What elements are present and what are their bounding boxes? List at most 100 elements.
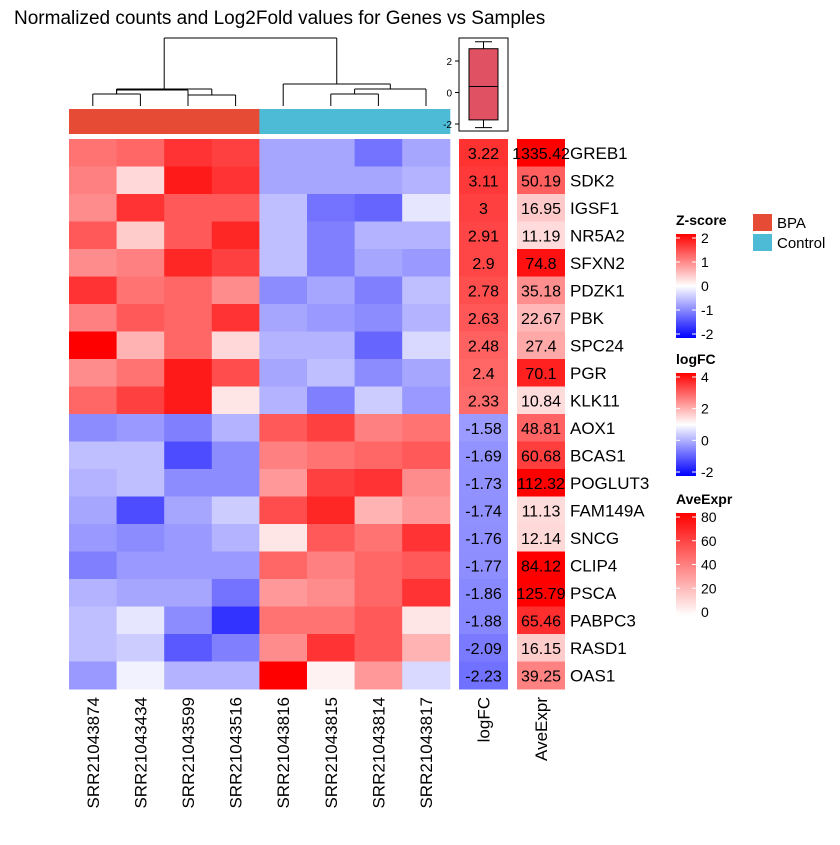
group-bar-cell <box>307 109 356 134</box>
heatmap-cell <box>164 166 213 195</box>
heatmap-cell <box>354 331 403 360</box>
logfc-tick-label: -2 <box>701 464 714 480</box>
heatmap-cell <box>164 661 213 690</box>
heatmap-cell <box>116 331 165 360</box>
logfc-tick-label: 0 <box>701 432 709 448</box>
heatmap-cell <box>116 249 165 277</box>
logfc-cell <box>459 249 508 277</box>
aveexpr-cell <box>517 634 565 662</box>
aveexpr-value: 11.19 <box>522 228 561 245</box>
aveexpr-cell <box>517 331 565 360</box>
logfc-cell <box>459 139 508 167</box>
heatmap-cell <box>307 414 356 442</box>
boxplot-box <box>468 48 499 121</box>
heatmap-cell <box>402 606 451 635</box>
heatmap-cell <box>402 441 451 470</box>
heatmap-cell <box>211 414 260 442</box>
heatmap-cell <box>116 441 165 470</box>
heatmap-cell <box>307 524 356 552</box>
heatmap-cell <box>307 386 356 415</box>
heatmap-cell <box>354 139 403 167</box>
heatmap-cell <box>164 579 213 607</box>
heatmap-cell <box>69 469 118 497</box>
heatmap-cell <box>259 579 308 607</box>
aveexpr-legend-title: AveExpr <box>676 491 733 507</box>
heatmap-cell <box>211 661 260 690</box>
logfc-cell <box>459 496 508 525</box>
heatmap-cell <box>307 304 356 332</box>
logfc-value: 2.91 <box>468 228 499 245</box>
logfc-cell <box>459 331 508 360</box>
gene-labels: GREB1 SDK2 IGSF1 NR5A2 SFXN2 PDZK1 PBK SPC24 PGR… <box>570 144 649 686</box>
logfc-cell <box>459 304 508 332</box>
heatmap-cell <box>116 221 165 250</box>
heatmap-cell <box>259 276 308 305</box>
gene-label: SDK2 <box>570 171 614 190</box>
heatmap-cell <box>164 634 213 662</box>
heatmap-cell <box>116 634 165 662</box>
aveexpr-tick-label: 60 <box>701 533 717 549</box>
heatmap-cell <box>354 166 403 195</box>
group-bar-cell <box>116 109 165 134</box>
logfc-legend-title: logFC <box>676 351 716 367</box>
gene-label: KLK11 <box>570 391 620 410</box>
heatmap-cell <box>69 221 118 250</box>
heatmap-cell <box>69 331 118 360</box>
heatmap-cell <box>69 194 118 222</box>
aveexpr-tick-label: 80 <box>701 509 717 525</box>
logfc-cell <box>459 359 508 387</box>
heatmap-cell <box>354 524 403 552</box>
heatmap-cell <box>164 414 213 442</box>
heatmap-cell <box>69 441 118 470</box>
heatmap-cell <box>307 194 356 222</box>
gene-label: SPC24 <box>570 336 624 355</box>
aveexpr-cell <box>517 469 565 497</box>
heatmap-cell <box>211 524 260 552</box>
logfc-value: -1.77 <box>465 558 502 575</box>
heatmap-cell <box>354 469 403 497</box>
aveexpr-cell <box>517 139 565 167</box>
heatmap-cell <box>307 221 356 250</box>
gene-label: FAM149A <box>570 501 645 520</box>
logfc-value: 2.63 <box>468 311 499 328</box>
aveexpr-value: 70.1 <box>525 366 556 383</box>
aveexpr-cell <box>517 249 565 277</box>
aveexpr-cell <box>517 661 565 690</box>
heatmap-cell <box>116 579 165 607</box>
heatmap-cell <box>69 661 118 690</box>
heatmap-cell <box>164 441 213 470</box>
gene-label: CLIP4 <box>570 556 617 575</box>
heatmap-cell <box>211 606 260 635</box>
sample-label: SRR21043817 <box>417 697 436 809</box>
sample-label: SRR21043814 <box>369 697 388 809</box>
logfc-tick-label: 4 <box>701 369 709 385</box>
legends: Z-score210-1-2logFC420-2AveExpr806040200… <box>676 212 825 620</box>
aveexpr-tick-label: 20 <box>701 580 717 596</box>
heatmap-cell <box>69 276 118 305</box>
heatmap-cell <box>116 606 165 635</box>
heatmap-cell <box>116 551 165 580</box>
heatmap-cell <box>69 139 118 167</box>
heatmap-cell <box>307 249 356 277</box>
heatmap-cell <box>259 524 308 552</box>
heatmap-cell <box>402 249 451 277</box>
zscore-tick-label: -1 <box>701 302 714 318</box>
heatmap-cell <box>116 166 165 195</box>
heatmap-cell <box>307 276 356 305</box>
logfc-value: -1.76 <box>465 531 502 548</box>
logfc-value: 2.33 <box>468 393 499 410</box>
aveexpr-cell <box>517 304 565 332</box>
sample-labels: SRR21043874 SRR21043434 SRR21043599 SRR2104… <box>84 697 551 809</box>
logfc-value: 2.4 <box>472 366 494 383</box>
heatmap-cell <box>402 304 451 332</box>
heatmap-cell <box>354 414 403 442</box>
gene-label: PGR <box>570 364 607 383</box>
heatmap-cell <box>116 386 165 415</box>
heatmap-cell <box>116 496 165 525</box>
heatmap-cell <box>354 661 403 690</box>
sample-group-annotation <box>69 109 451 134</box>
sample-label: SRR21043599 <box>179 697 198 809</box>
aveexpr-cell <box>517 441 565 470</box>
heatmap-cell <box>164 221 213 250</box>
aveexpr-value: 74.8 <box>525 256 556 273</box>
